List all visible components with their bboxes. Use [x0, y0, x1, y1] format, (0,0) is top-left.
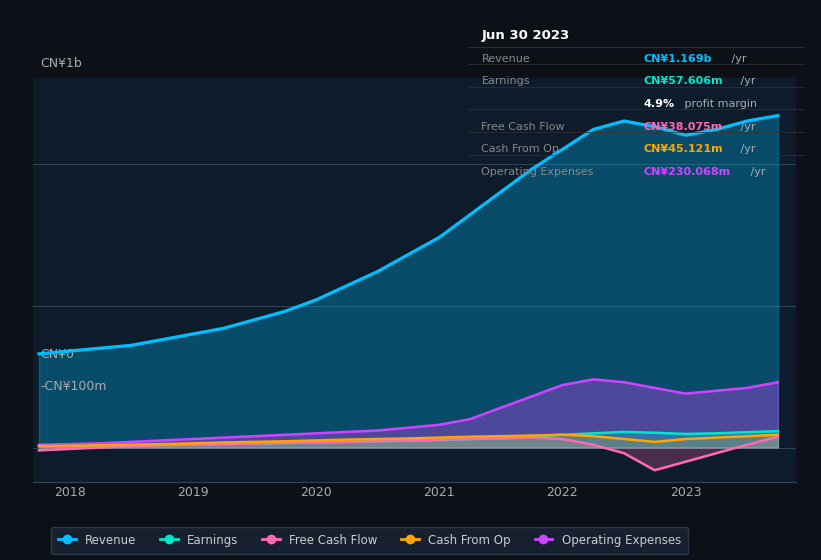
Legend: Revenue, Earnings, Free Cash Flow, Cash From Op, Operating Expenses: Revenue, Earnings, Free Cash Flow, Cash …	[51, 527, 688, 554]
Text: CN¥1.169b: CN¥1.169b	[643, 54, 712, 64]
Text: CN¥57.606m: CN¥57.606m	[643, 77, 722, 86]
Text: 4.9%: 4.9%	[643, 99, 674, 109]
Text: CN¥0: CN¥0	[40, 348, 75, 361]
Text: CN¥1b: CN¥1b	[40, 57, 82, 71]
Text: Operating Expenses: Operating Expenses	[481, 167, 594, 177]
Text: profit margin: profit margin	[681, 99, 757, 109]
Text: CN¥38.075m: CN¥38.075m	[643, 122, 722, 132]
Text: /yr: /yr	[728, 54, 746, 64]
Text: Earnings: Earnings	[481, 77, 530, 86]
Text: /yr: /yr	[737, 122, 756, 132]
Text: -CN¥100m: -CN¥100m	[40, 380, 107, 393]
Text: CN¥230.068m: CN¥230.068m	[643, 167, 730, 177]
Text: Jun 30 2023: Jun 30 2023	[481, 29, 570, 41]
Text: Free Cash Flow: Free Cash Flow	[481, 122, 565, 132]
Text: Revenue: Revenue	[481, 54, 530, 64]
Text: Cash From Op: Cash From Op	[481, 144, 559, 155]
Text: /yr: /yr	[737, 77, 756, 86]
Text: /yr: /yr	[737, 144, 756, 155]
Text: /yr: /yr	[746, 167, 765, 177]
Text: CN¥45.121m: CN¥45.121m	[643, 144, 722, 155]
